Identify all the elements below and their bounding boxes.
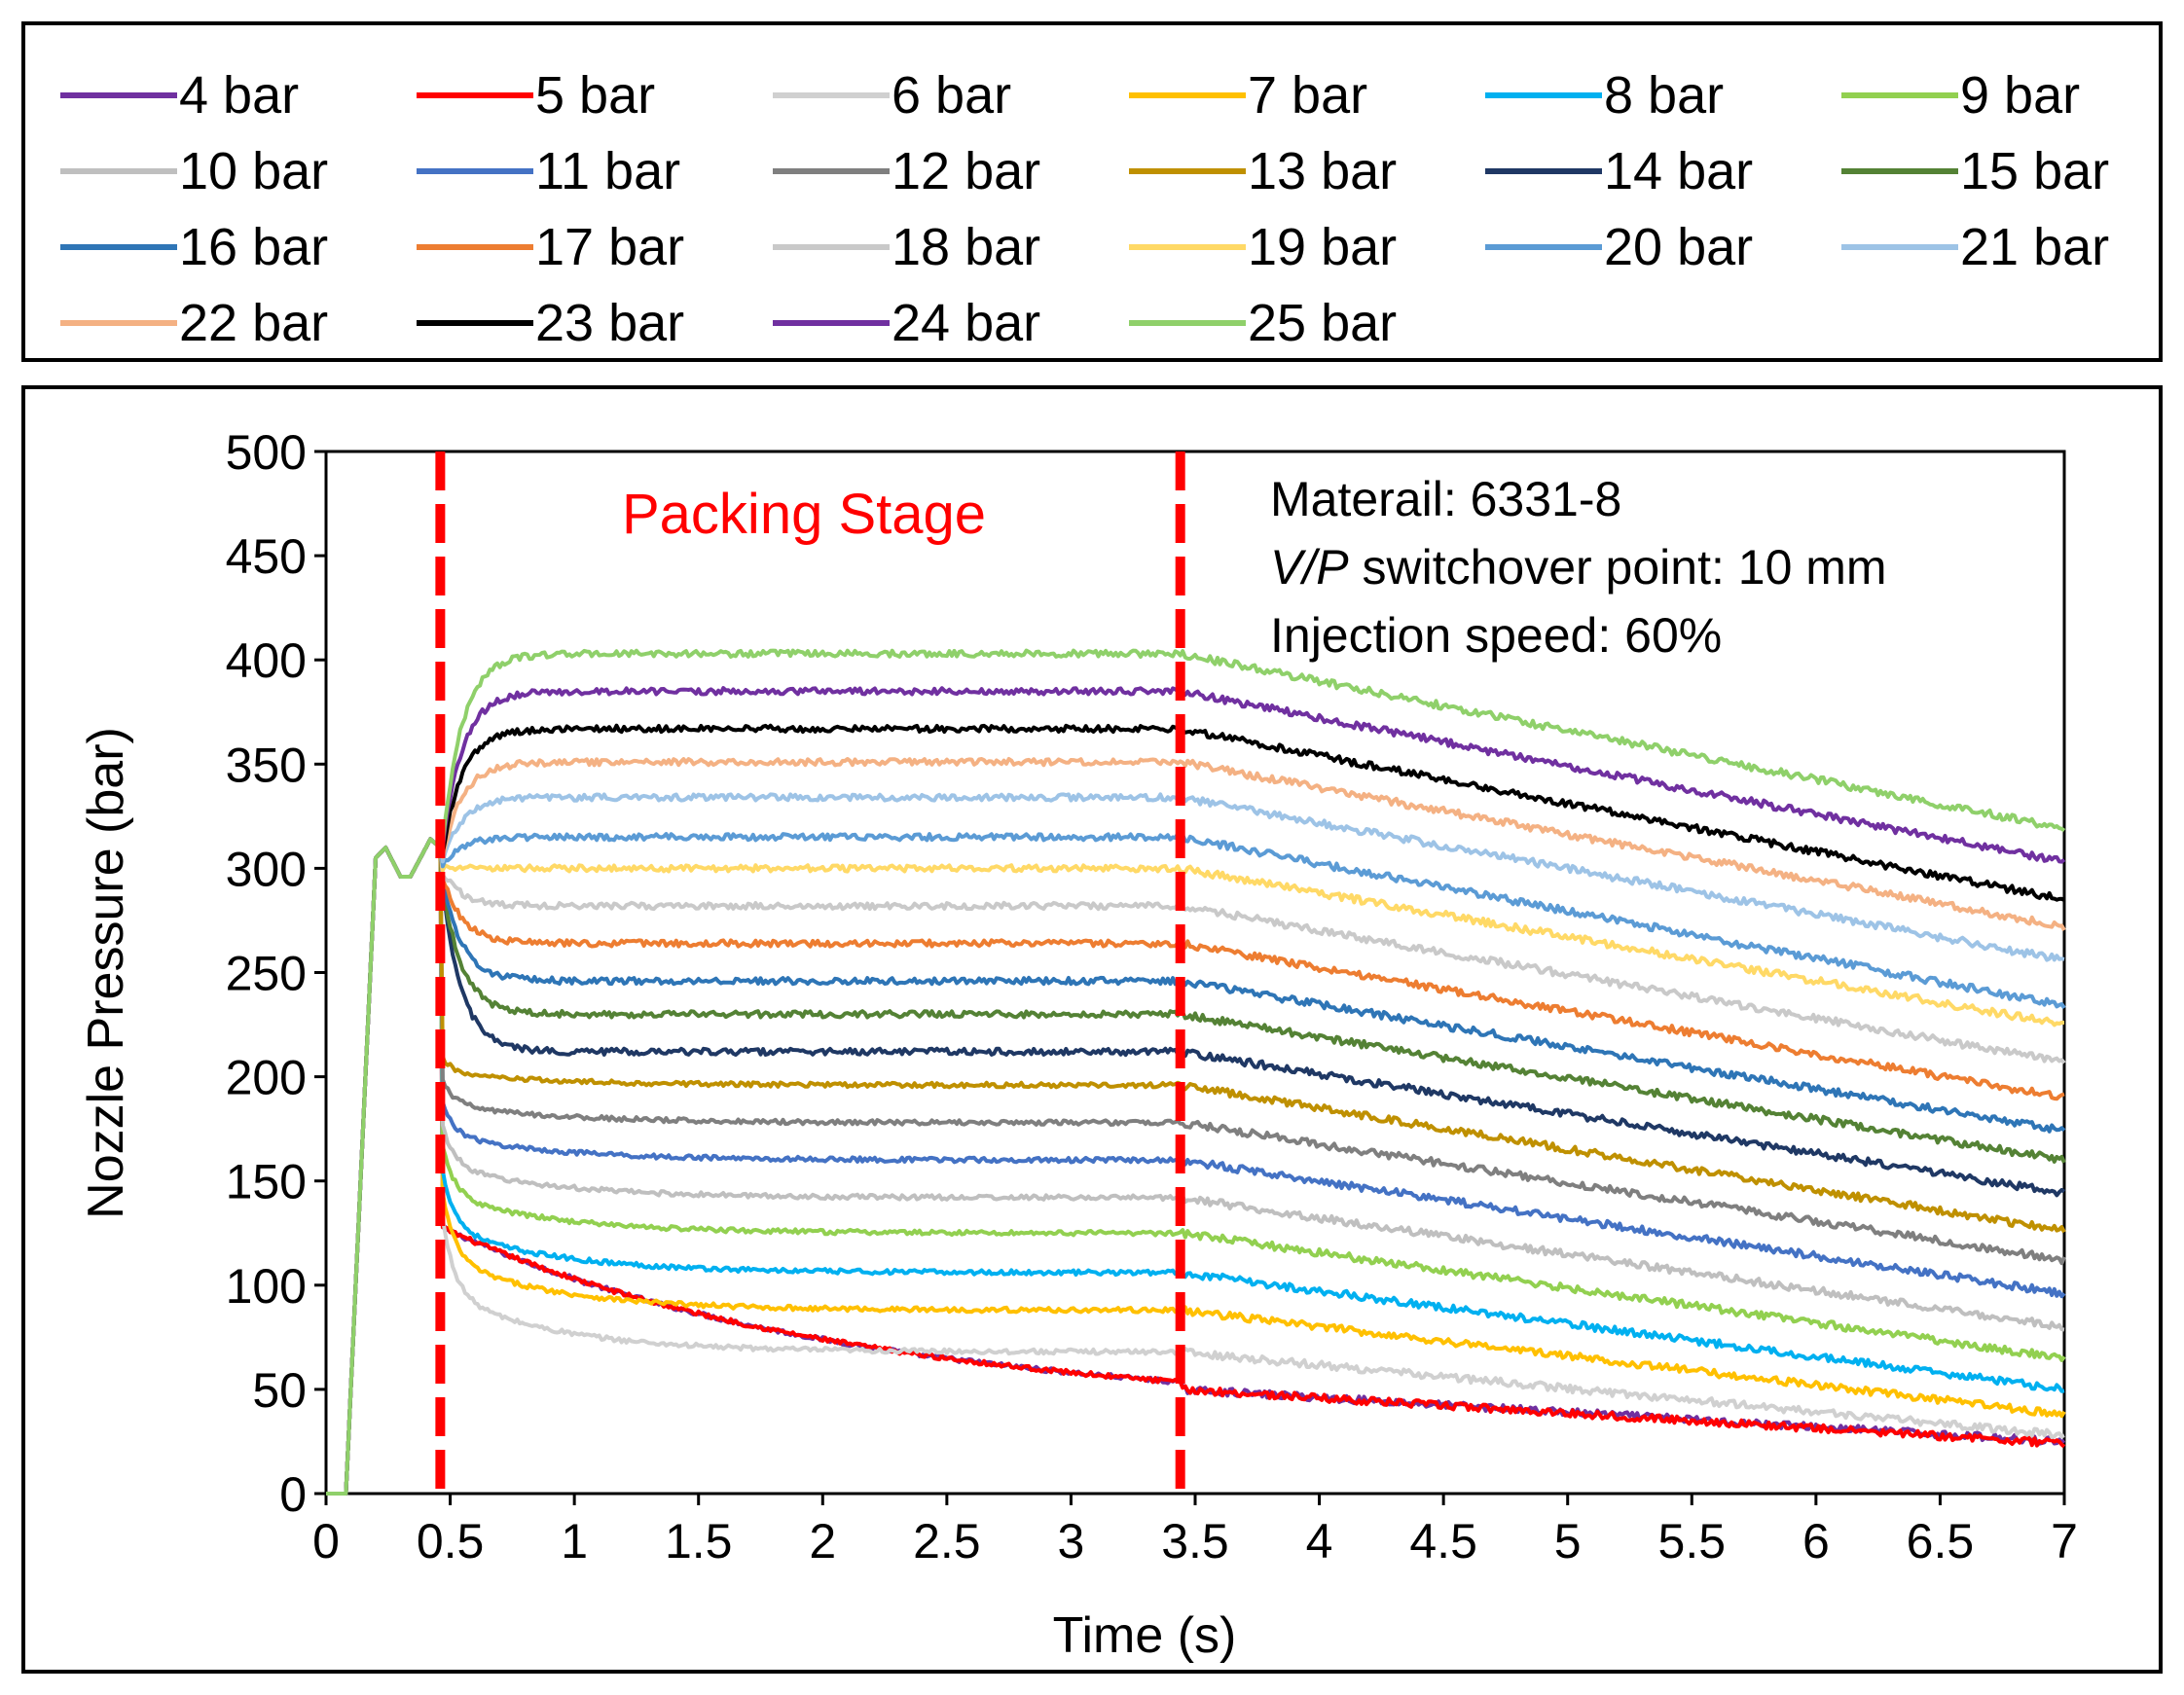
y-axis-title: Nozzle Pressure (bar) <box>78 727 134 1219</box>
legend: 4 bar 5 bar 6 bar 7 bar 8 bar 9 bar 10 bar 11 b… <box>21 21 2163 362</box>
legend-label: 19 bar <box>1248 218 1397 276</box>
x-tick-label: 3 <box>1058 1514 1085 1569</box>
y-tick-label: 0 <box>279 1467 307 1522</box>
legend-label: 15 bar <box>1960 142 2109 200</box>
x-tick-label: 3.5 <box>1161 1514 1229 1569</box>
packing-stage-label: Packing Stage <box>622 483 986 546</box>
y-tick-label: 100 <box>226 1259 307 1314</box>
chart-frame: 0 50 100 150 200 250 300 350 400 450 500 0 0.5 1 1.5 2 2… <box>21 385 2163 1674</box>
y-tick-label: 150 <box>226 1155 307 1209</box>
x-tick-label: 7 <box>2051 1514 2078 1569</box>
series-line <box>326 837 2066 1496</box>
plot-area <box>324 450 2066 1496</box>
series-line <box>326 648 2066 1496</box>
legend-label: 7 bar <box>1248 66 1367 125</box>
legend-label: 13 bar <box>1248 142 1397 200</box>
x-tick-label: 2 <box>809 1514 836 1569</box>
legend-label: 23 bar <box>535 294 684 352</box>
legend-label: 8 bar <box>1604 66 1724 125</box>
annotation-vp-italic: V/P <box>1270 540 1349 595</box>
x-tick-label: 4.5 <box>1409 1514 1477 1569</box>
y-tick-label: 500 <box>226 425 307 480</box>
x-tick-label: 5.5 <box>1658 1514 1727 1569</box>
legend-svg: 4 bar 5 bar 6 bar 7 bar 8 bar 9 bar 10 bar 11 b… <box>60 66 2109 352</box>
annotation-vp: V/P switchover point: 10 mm <box>1270 540 1887 595</box>
y-tick-label: 200 <box>226 1051 307 1105</box>
legend-label: 12 bar <box>892 142 1040 200</box>
legend-label: 20 bar <box>1604 218 1753 276</box>
series-line <box>326 837 2065 1496</box>
y-tick-label: 450 <box>226 529 307 584</box>
x-tick-label: 6.5 <box>1907 1514 1975 1569</box>
series-line <box>326 723 2065 1496</box>
legend-label: 9 bar <box>1960 66 2080 125</box>
plot-svg: 0 50 100 150 200 250 300 350 400 450 500 0 0.5 1 1.5 2 2… <box>78 425 2078 1664</box>
x-tick-label: 1 <box>561 1514 588 1569</box>
x-tick-label: 5 <box>1554 1514 1582 1569</box>
series-line <box>326 837 2066 1496</box>
annotation-vp-rest: switchover point: 10 mm <box>1349 540 1887 595</box>
y-tick-label: 300 <box>226 842 307 896</box>
x-tick-label: 1.5 <box>665 1514 733 1569</box>
legend-label: 18 bar <box>892 218 1040 276</box>
legend-label: 5 bar <box>535 66 655 125</box>
x-tick-label: 0.5 <box>417 1514 485 1569</box>
series-line <box>326 837 2066 1496</box>
annotation-injection-speed: Injection speed: 60% <box>1270 608 1722 663</box>
x-axis-title: Time (s) <box>1053 1607 1237 1664</box>
series-line <box>326 837 2066 1496</box>
legend-label: 14 bar <box>1604 142 1753 200</box>
series-line <box>326 792 2065 1496</box>
legend-label: 11 bar <box>535 142 680 200</box>
series-line <box>326 837 2065 1496</box>
series-line <box>326 686 2066 1496</box>
legend-label: 22 bar <box>179 294 328 352</box>
series-line <box>326 837 2065 1496</box>
series-line <box>326 837 2066 1496</box>
series-line <box>326 837 2066 1496</box>
x-tick-label: 6 <box>1802 1514 1830 1569</box>
series-line <box>326 837 2065 1496</box>
y-tick-label: 50 <box>252 1363 307 1418</box>
legend-label: 4 bar <box>179 66 299 125</box>
x-tick-label: 2.5 <box>913 1514 981 1569</box>
y-tick-label: 250 <box>226 947 307 1001</box>
series-line <box>326 837 2066 1496</box>
annotation-material: Materail: 6331-8 <box>1270 472 1621 526</box>
legend-label: 10 bar <box>179 142 328 200</box>
series-line <box>326 832 2066 1496</box>
series-line <box>326 837 2066 1496</box>
y-tick-label: 350 <box>226 738 307 792</box>
series-line <box>326 837 2066 1496</box>
legend-label: 24 bar <box>892 294 1040 352</box>
legend-label: 25 bar <box>1248 294 1397 352</box>
legend-label: 21 bar <box>1960 218 2109 276</box>
series-line <box>326 837 2066 1496</box>
legend-label: 17 bar <box>535 218 684 276</box>
legend-label: 16 bar <box>179 218 328 276</box>
x-tick-label: 0 <box>312 1514 340 1569</box>
x-tick-label: 4 <box>1306 1514 1333 1569</box>
series-line <box>326 757 2066 1496</box>
y-tick-label: 400 <box>226 633 307 688</box>
series-line <box>326 837 2065 1496</box>
legend-label: 6 bar <box>892 66 1011 125</box>
